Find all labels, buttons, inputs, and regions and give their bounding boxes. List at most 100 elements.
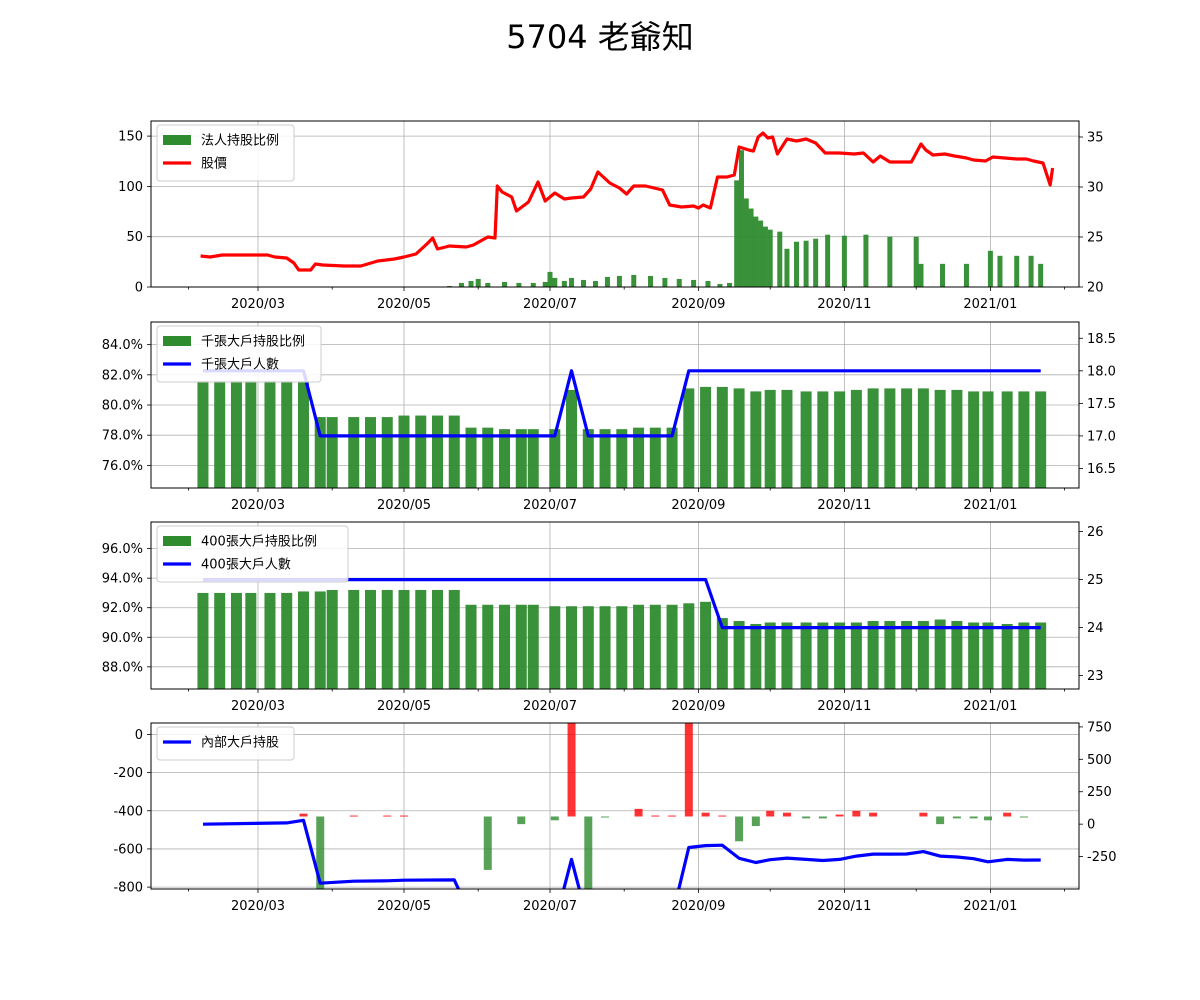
axes-frame (150, 321, 1080, 489)
bar (485, 282, 491, 287)
legend-label: 400張大戶人數 (201, 558, 291, 573)
bar (750, 623, 762, 689)
bar (281, 592, 293, 689)
series-line (202, 818, 1041, 889)
y2-tick-label: 18.0 (1087, 364, 1116, 379)
bar (398, 589, 410, 689)
bar (982, 391, 994, 488)
bar (515, 604, 527, 689)
bar (1001, 623, 1013, 689)
bar (684, 723, 693, 817)
bar (817, 391, 829, 488)
x-tick-label: 2021/01 (963, 498, 1017, 513)
y-tick-label: 78.0% (102, 429, 143, 444)
bar (984, 816, 992, 821)
bar (649, 604, 661, 689)
y2-tick-label: 24 (1087, 621, 1104, 636)
subplot-3: 2020/03 2020/05 2020/07 2020/09 2020/11 2021/… (102, 521, 1104, 714)
y-tick-label: 50 (126, 230, 143, 245)
bar (569, 277, 575, 287)
bar (683, 388, 695, 488)
bar (381, 417, 393, 488)
legend-bar-swatch (163, 135, 191, 145)
bar (648, 275, 654, 287)
bar (381, 589, 393, 689)
bar (314, 417, 326, 488)
bar (764, 389, 776, 488)
bar (316, 816, 325, 889)
y2-tick-label: 17.0 (1087, 429, 1116, 444)
bar (767, 229, 773, 287)
y-tick-label: 80.0% (102, 399, 143, 414)
bar (214, 592, 226, 689)
bar (751, 816, 760, 827)
bar (951, 389, 963, 488)
bar (727, 282, 733, 287)
x-tick-label: 2020/07 (523, 899, 577, 914)
legend-label: 股價 (201, 157, 227, 172)
bar (566, 606, 578, 689)
bar (794, 241, 800, 287)
legend-label: 400張大戶持股比例 (201, 535, 317, 550)
bar (700, 601, 712, 689)
bar (825, 234, 831, 287)
bar (676, 278, 682, 287)
bar (901, 388, 913, 488)
y-tick-label: 82.0% (102, 368, 143, 383)
bar (616, 275, 622, 287)
bar (633, 427, 645, 488)
bar (499, 429, 511, 488)
bar (813, 238, 819, 287)
bar (802, 816, 811, 819)
x-tick-label: 2020/03 (231, 899, 285, 914)
x-tick-label: 2020/07 (523, 699, 577, 714)
bar (631, 274, 637, 287)
bar (499, 604, 511, 689)
bar (968, 391, 980, 488)
bar (400, 815, 408, 817)
bar (1018, 622, 1030, 689)
legend-bar-swatch (163, 336, 191, 346)
bar (299, 813, 308, 817)
bar (547, 271, 553, 287)
bar (762, 226, 768, 287)
bar (733, 621, 745, 689)
bar (446, 285, 452, 287)
bar (515, 429, 527, 488)
bar (326, 417, 338, 488)
bar (834, 391, 846, 488)
legend-label: 法人持股比例 (201, 134, 279, 149)
x-tick-label: 2020/05 (377, 699, 431, 714)
bar (364, 589, 376, 689)
y-tick-label: 90.0% (102, 631, 143, 646)
legend-bar-swatch (163, 536, 191, 546)
bar (483, 816, 492, 870)
bar (482, 604, 494, 689)
bar (997, 255, 1003, 287)
x-tick-label: 2020/09 (671, 899, 725, 914)
axes-frame (150, 722, 1080, 890)
bar (705, 280, 711, 287)
bar (817, 622, 829, 689)
bar (549, 606, 561, 689)
bar (841, 235, 847, 287)
y2-tick-label: 18.5 (1087, 332, 1116, 347)
y-tick-label: -800 (113, 881, 143, 896)
bar (691, 279, 697, 287)
bar (601, 816, 610, 818)
bar (743, 198, 749, 287)
bar (582, 429, 594, 488)
bar (782, 812, 791, 817)
bar (1018, 391, 1030, 488)
subplot-2: 2020/03 2020/05 2020/07 2020/09 2020/11 2021/… (102, 321, 1116, 513)
bar (517, 816, 526, 825)
bar (297, 591, 309, 689)
bar (733, 388, 745, 488)
subplot-1: 2020/03 2020/05 2020/07 2020/09 2020/11 2021/… (118, 120, 1104, 312)
bar (717, 283, 723, 287)
bar (550, 816, 559, 821)
series-line (203, 369, 1041, 438)
bar (542, 281, 548, 287)
bar (567, 723, 576, 817)
bar (465, 604, 477, 689)
